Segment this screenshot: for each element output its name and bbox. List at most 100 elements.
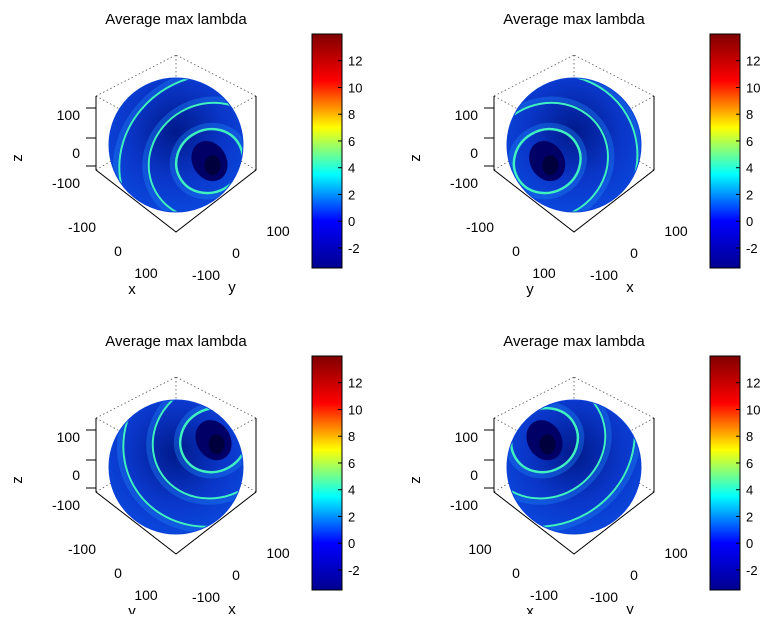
colorbar-tick-label: 10 <box>746 80 760 95</box>
colorbar-tick-label: -2 <box>348 563 360 578</box>
axis-tick-label: 100 <box>134 265 158 281</box>
axis-tick-label: -100 <box>466 219 494 235</box>
contour-halo <box>146 400 243 505</box>
colorbar-tick-label: 6 <box>348 456 355 471</box>
contour-stripe <box>507 78 639 212</box>
axis-tick-label: 0 <box>232 567 240 583</box>
z-tick-label: 0 <box>470 467 478 483</box>
colorbar-tick-label: -2 <box>746 241 758 256</box>
axis-tick-label: 0 <box>630 245 638 261</box>
colorbar <box>311 355 343 591</box>
colorbar-tick-label: 2 <box>746 509 753 524</box>
colorbar-tick-label: -2 <box>746 563 758 578</box>
colorbar-tick-label: 10 <box>348 402 362 417</box>
axis-tick-label: 100 <box>664 223 688 239</box>
colorbar-tick-label: 6 <box>348 134 355 149</box>
axis-tick-label: -100 <box>192 589 220 605</box>
z-tick-label: 0 <box>470 145 478 161</box>
axis-tick-label: -100 <box>68 541 96 557</box>
axis-label-left: y <box>128 603 136 614</box>
z-axis-label: z <box>407 154 424 162</box>
axis-tick-label: 100 <box>664 545 688 561</box>
sphere-outline <box>506 77 642 213</box>
subplot-title: Average max lambda <box>105 11 247 28</box>
axis-tick-label: 100 <box>134 587 158 603</box>
colorbar-tick-label: 8 <box>348 107 355 122</box>
axes-lines <box>86 418 257 555</box>
axis-tick-label: 0 <box>232 245 240 261</box>
colorbar-tick-label: 4 <box>746 483 753 498</box>
colorbar-tick-label: 2 <box>746 187 753 202</box>
contour-stripe <box>507 400 636 528</box>
hotspot-center <box>208 434 225 455</box>
colorbar-tick-label: 0 <box>746 214 753 229</box>
colorbar-tick-label: 4 <box>746 161 753 176</box>
colorbar-tick-label: 2 <box>348 187 355 202</box>
sphere <box>109 78 243 212</box>
z-axis-label: z <box>9 154 26 162</box>
axis-tick-label: 0 <box>114 243 122 259</box>
contour-halo <box>507 400 641 534</box>
colorbar <box>709 33 741 269</box>
colorbar-tick-label: 8 <box>348 429 355 444</box>
colorbar-tick-label: 4 <box>348 161 355 176</box>
contour-halo <box>116 400 243 534</box>
z-tick-label: -100 <box>450 175 478 191</box>
hotspot-center <box>539 434 556 455</box>
sphere-surface <box>109 400 243 534</box>
subplot-1: Average max lambdaz1000-100-10001001000-… <box>9 11 362 298</box>
sphere-outline <box>108 77 244 213</box>
z-tick-label: -100 <box>52 175 80 191</box>
z-tick-label: 0 <box>72 467 80 483</box>
sphere <box>507 400 641 534</box>
subplot-title: Average max lambda <box>105 333 247 350</box>
axis-tick-label: -100 <box>590 267 618 283</box>
colorbar-tick-label: 10 <box>746 402 760 417</box>
axis-label-right: y <box>626 601 634 614</box>
axis-tick-label: -100 <box>590 589 618 605</box>
axis-tick-label: 0 <box>114 565 122 581</box>
colorbar-tick-label: 0 <box>348 214 355 229</box>
z-axis-label: z <box>9 476 26 484</box>
subplot-2: Average max lambdaz1000-100-10001001000-… <box>407 11 760 298</box>
colorbar-tick-label: 12 <box>746 54 760 69</box>
contour-halo <box>507 400 612 505</box>
colorbar-tick-label: 6 <box>746 134 753 149</box>
axis-tick-label: 0 <box>512 243 520 259</box>
z-tick-label: 100 <box>455 107 479 123</box>
axis-tick-label: 100 <box>266 545 290 561</box>
colorbar-tick-label: 8 <box>746 429 753 444</box>
axis-label-right: x <box>626 279 634 296</box>
axis-tick-label: 0 <box>512 565 520 581</box>
axis-tick-label: -100 <box>192 267 220 283</box>
axis-label-right: y <box>228 279 236 296</box>
subplot-3: Average max lambda z 100 0 -100 -100 0 100 100 0 -… <box>9 333 362 619</box>
sphere <box>507 78 641 212</box>
colorbar-tick-label: 6 <box>746 456 753 471</box>
z-tick-label: 100 <box>57 429 81 445</box>
contour-stripe <box>122 400 243 528</box>
axis-tick-label: 100 <box>468 541 492 557</box>
axis-tick-label: -100 <box>530 587 558 603</box>
subplot-4: Average max lambdaz1000-1001000-1001000-… <box>407 333 760 619</box>
axis-label-left: x <box>526 603 534 614</box>
contour-stripe <box>507 101 609 212</box>
hotspot-center <box>542 155 559 176</box>
axis-label-left: x <box>128 281 136 298</box>
axes-lines <box>86 96 257 233</box>
z-tick-label: 100 <box>455 429 479 445</box>
colorbar-tick-label: 12 <box>746 376 760 391</box>
hotspot-center <box>204 155 221 176</box>
sphere-surface <box>507 78 641 212</box>
sphere <box>109 400 243 534</box>
z-tick-label: -100 <box>450 497 478 513</box>
sphere-outline <box>506 399 642 535</box>
colorbar-tick-label: 10 <box>348 80 362 95</box>
colorbar-tick-label: -2 <box>348 241 360 256</box>
colorbar-tick-label: 12 <box>348 376 362 391</box>
contour-stripe <box>507 400 607 500</box>
axis-tick-label: 0 <box>630 567 638 583</box>
axes-lines <box>484 96 655 233</box>
